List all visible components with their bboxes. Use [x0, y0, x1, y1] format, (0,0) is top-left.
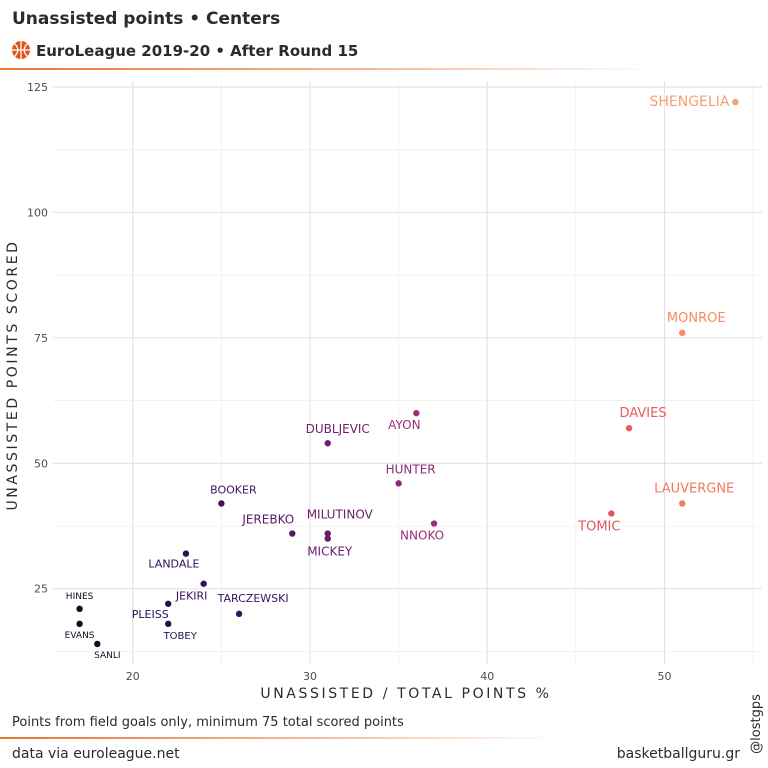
data-point-milutinov: [324, 530, 331, 537]
point-label-lauvergne: LAUVERGNE: [654, 481, 734, 496]
point-label-booker: BOOKER: [210, 483, 257, 496]
x-tick-label: 40: [480, 670, 494, 683]
y-tick-label: 75: [34, 332, 48, 345]
point-label-pleiss: PLEISS: [132, 608, 169, 621]
point-label-jekiri: JEKIRI: [175, 590, 208, 603]
header-divider: [0, 68, 660, 70]
data-point-monroe: [679, 329, 686, 337]
point-label-nnoko: NNOKO: [400, 529, 444, 543]
data-point-landale: [182, 550, 190, 557]
data-point-davies: [625, 424, 633, 432]
labels-layer: SHENGELIA MONROE DAVIES LAUVERGNE TOMIC AYON D…: [65, 94, 735, 661]
point-label-tobey: TOBEY: [163, 631, 198, 642]
point-label-dubljevic: DUBLJEVIC: [306, 422, 370, 436]
data-point-tarczewski: [235, 610, 243, 618]
point-label-tarczewski: TARCZEWSKI: [217, 592, 289, 605]
data-point-shengelia: [732, 98, 739, 106]
author-handle: @lostgps: [749, 694, 764, 754]
chart-title: Unassisted points • Centers: [12, 9, 280, 29]
data-point-nnoko: [430, 520, 438, 527]
data-point-jerebko: [289, 530, 296, 537]
y-tick-label: 100: [27, 206, 48, 219]
data-point-tomic: [608, 510, 615, 517]
data-point-pleiss: [165, 600, 172, 607]
x-axis-title: UNASSISTED / TOTAL POINTS %: [260, 686, 551, 702]
y-axis-title: UNASSISTED POINTS SCORED: [5, 239, 21, 510]
axis-layer: 20 30 40 50 25 50 75 100 125: [27, 81, 672, 683]
y-tick-label: 50: [34, 457, 48, 470]
data-point-lauvergne: [679, 500, 686, 507]
point-label-sanli: SANLI: [94, 651, 120, 661]
y-tick-label: 25: [34, 583, 48, 596]
data-point-hunter: [395, 480, 402, 487]
point-label-hunter: HUNTER: [386, 462, 436, 476]
data-point-hines: [76, 605, 83, 613]
grid-layer: [53, 82, 762, 664]
point-label-mickey: MICKEY: [307, 545, 353, 559]
euroleague-logo-icon: [12, 41, 30, 59]
point-label-landale: LANDALE: [148, 558, 199, 571]
point-label-hines: HINES: [66, 592, 94, 602]
data-point-mickey: [324, 535, 331, 542]
points-layer: [76, 98, 739, 648]
data-point-evans: [76, 620, 83, 628]
x-tick-label: 20: [126, 670, 140, 683]
x-tick-label: 50: [658, 670, 672, 683]
site-credit: basketballguru.gr: [617, 746, 740, 762]
y-tick-label: 125: [27, 81, 48, 94]
data-point-ayon: [413, 409, 420, 417]
chart-subtitle: EuroLeague 2019-20 • After Round 15: [36, 42, 358, 60]
data-point-sanli: [94, 640, 101, 648]
point-label-evans: EVANS: [65, 631, 95, 641]
data-point-booker: [218, 500, 225, 507]
point-label-shengelia: SHENGELIA: [649, 94, 729, 110]
footnote: Points from field goals only, minimum 75…: [12, 715, 404, 730]
point-label-milutinov: MILUTINOV: [307, 508, 374, 522]
point-label-jerebko: JEREBKO: [241, 513, 294, 527]
point-label-davies: DAVIES: [620, 406, 667, 421]
data-point-dubljevic: [324, 440, 331, 447]
point-label-ayon: AYON: [388, 418, 420, 432]
data-point-tobey: [165, 620, 172, 628]
point-label-monroe: MONROE: [667, 311, 726, 326]
data-point-jekiri: [200, 580, 207, 587]
point-label-tomic: TOMIC: [577, 519, 620, 534]
data-source: data via euroleague.net: [12, 746, 180, 762]
footer-divider: [0, 737, 560, 739]
x-tick-label: 30: [303, 670, 317, 683]
